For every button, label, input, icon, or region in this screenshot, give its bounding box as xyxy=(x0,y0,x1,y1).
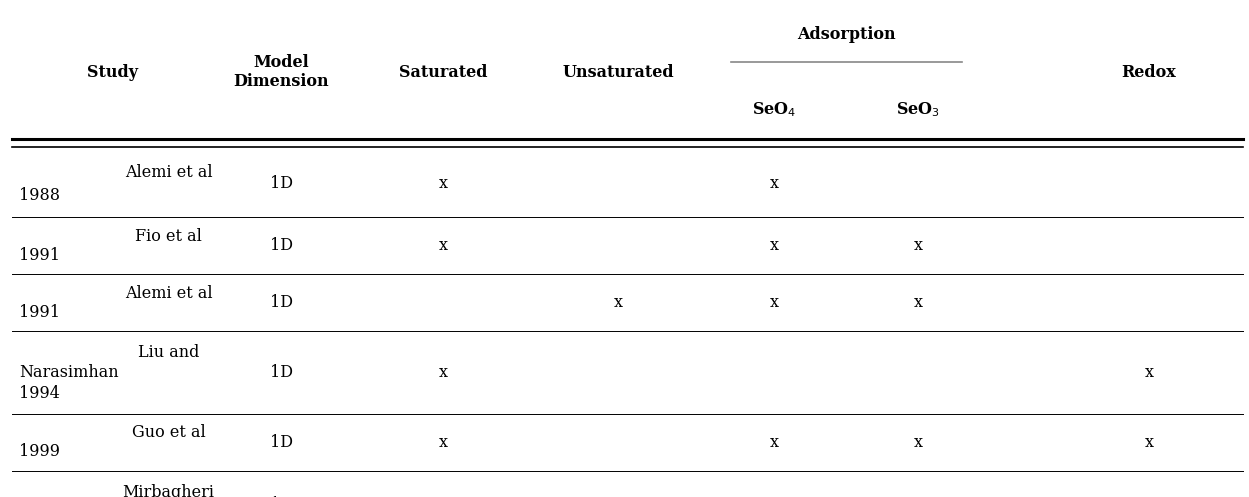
Text: x: x xyxy=(769,294,779,312)
Text: x: x xyxy=(769,237,779,254)
Text: 1D: 1D xyxy=(270,433,292,451)
Text: x: x xyxy=(769,175,779,192)
Text: x: x xyxy=(913,496,923,497)
Text: x: x xyxy=(613,496,623,497)
Text: 1988: 1988 xyxy=(19,186,60,204)
Text: x: x xyxy=(438,237,448,254)
Text: x: x xyxy=(1144,364,1154,381)
Text: x: x xyxy=(1144,496,1154,497)
Text: x: x xyxy=(438,175,448,192)
Text: 1D: 1D xyxy=(270,496,292,497)
Text: x: x xyxy=(438,433,448,451)
Text: SeO$_4$: SeO$_4$ xyxy=(752,100,797,119)
Text: x: x xyxy=(913,294,923,312)
Text: 1999: 1999 xyxy=(19,443,60,460)
Text: 1991: 1991 xyxy=(19,304,60,321)
Text: 1991: 1991 xyxy=(19,247,60,264)
Text: x: x xyxy=(769,496,779,497)
Text: x: x xyxy=(913,237,923,254)
Text: Unsaturated: Unsaturated xyxy=(562,64,674,81)
Text: Fio et al: Fio et al xyxy=(135,228,202,245)
Text: Adsorption: Adsorption xyxy=(797,26,896,43)
Text: SeO$_3$: SeO$_3$ xyxy=(896,100,940,119)
Text: x: x xyxy=(1144,433,1154,451)
Text: Guo et al: Guo et al xyxy=(131,424,206,441)
Text: 1D: 1D xyxy=(270,175,292,192)
Text: 1D: 1D xyxy=(270,294,292,312)
Text: x: x xyxy=(769,433,779,451)
Text: Saturated: Saturated xyxy=(400,64,487,81)
Text: Alemi et al: Alemi et al xyxy=(125,164,212,181)
Text: Study: Study xyxy=(87,64,137,81)
Text: Narasimhan: Narasimhan xyxy=(19,364,119,381)
Text: x: x xyxy=(438,364,448,381)
Text: Redox: Redox xyxy=(1122,64,1177,81)
Text: Alemi et al: Alemi et al xyxy=(125,285,212,302)
Text: 1D: 1D xyxy=(270,237,292,254)
Text: x: x xyxy=(613,294,623,312)
Text: Liu and: Liu and xyxy=(137,343,200,360)
Text: Model
Dimension: Model Dimension xyxy=(234,54,328,90)
Text: 1D: 1D xyxy=(270,364,292,381)
Text: x: x xyxy=(913,433,923,451)
Text: 1994: 1994 xyxy=(19,385,60,402)
Text: Mirbagheri: Mirbagheri xyxy=(122,484,215,497)
